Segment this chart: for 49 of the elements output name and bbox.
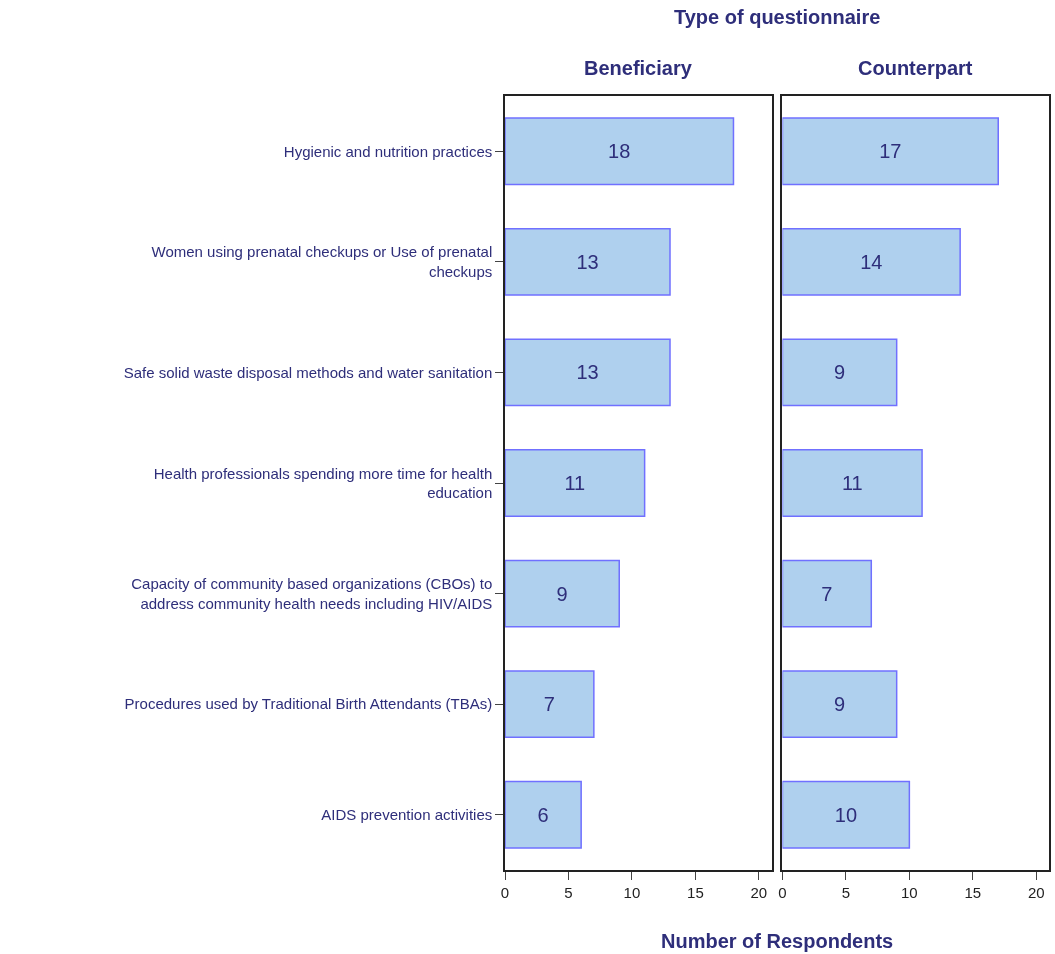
bar	[505, 559, 620, 628]
bar	[505, 117, 735, 186]
x-tick-label: 20	[1027, 883, 1045, 901]
data-label: 13	[576, 250, 599, 273]
x-tick-label: 15	[687, 883, 704, 901]
y-tick-label: AIDS prevention activities	[321, 805, 493, 823]
x-tick-label: 5	[564, 883, 573, 901]
y-tick-label: Procedures used by Traditional Birth Attendants (TBAs)	[124, 695, 493, 713]
data-label: 11	[841, 472, 863, 494]
y-tick-label: Health professionals spending more time for health education	[153, 464, 493, 501]
data-label: 9	[556, 582, 568, 605]
y-tick-label: Hygienic and nutrition practices	[283, 142, 493, 160]
data-label: 17	[879, 140, 902, 163]
bar	[782, 338, 898, 407]
x-tick-label: 10	[623, 883, 641, 901]
y-tick-label: Capacity of community based organizations (CBOs) to address community health needs including HIV/AIDS	[131, 575, 493, 612]
x-axis-title: Number of Respondents	[661, 930, 894, 952]
bar	[782, 449, 923, 517]
data-label: 6	[537, 803, 549, 826]
x-tick-label: 10	[901, 883, 918, 901]
bar	[505, 780, 582, 849]
y-tick-label: Women using prenatal checkups or Use of prenatal checkups	[151, 243, 493, 280]
y-tick-label: Safe solid waste disposal methods and water sanitation	[123, 363, 493, 381]
x-tick-label: 20	[750, 883, 768, 901]
x-tick-label: 15	[964, 883, 982, 901]
data-label: 13	[576, 361, 599, 384]
chart-subtitle: Counterpart	[858, 57, 973, 79]
x-tick-label: 0	[500, 883, 510, 901]
data-label: 7	[821, 582, 833, 605]
data-label: 9	[834, 693, 846, 716]
bar	[505, 449, 646, 517]
chart-title: Type of questionnaire	[674, 6, 881, 28]
bar	[505, 338, 671, 407]
bar	[782, 559, 873, 628]
x-tick-label: 0	[778, 883, 787, 901]
data-label: 14	[860, 250, 883, 273]
bar	[782, 117, 999, 186]
bar	[505, 670, 595, 739]
data-label: 9	[834, 361, 846, 384]
x-tick-label: 5	[841, 883, 851, 901]
data-label: 18	[608, 140, 631, 163]
bar	[782, 780, 911, 849]
bar	[782, 227, 961, 296]
bar	[782, 670, 898, 739]
chart-subtitle: Beneficiary	[584, 57, 693, 79]
data-label: 7	[543, 693, 555, 716]
data-label: 10	[834, 803, 858, 826]
bar	[505, 227, 671, 296]
data-label: 11	[564, 472, 586, 494]
